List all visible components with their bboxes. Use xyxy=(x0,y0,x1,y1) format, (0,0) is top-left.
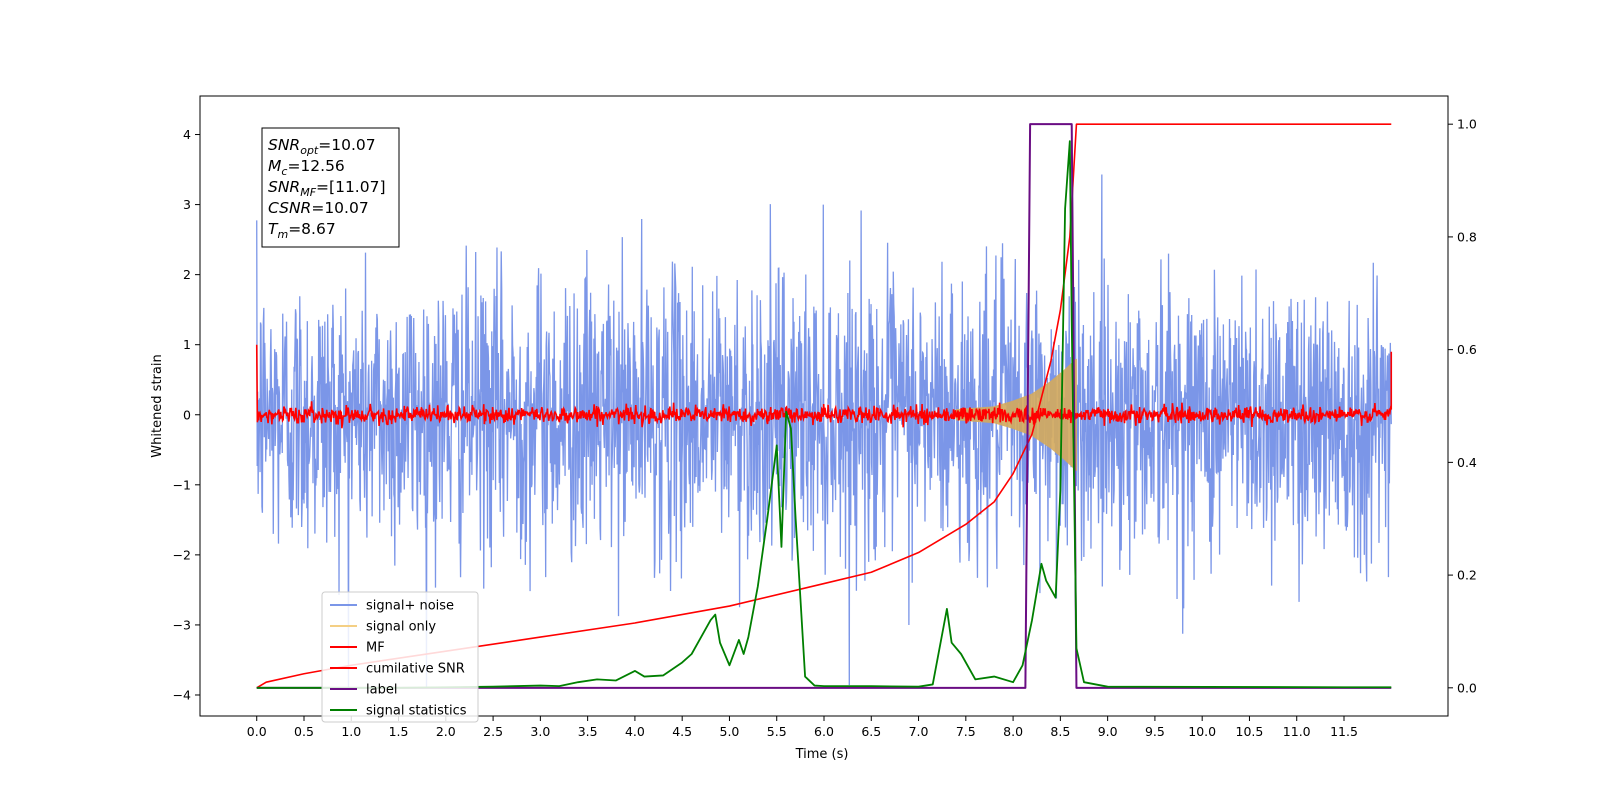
y-axis-label: Whitened strain xyxy=(150,354,165,457)
x-tick-label: 5.0 xyxy=(720,724,740,739)
stats-annotation-line: SNRMF=[11.07] xyxy=(268,178,386,199)
legend-frame xyxy=(321,591,479,723)
stats-annotation-subscript: m xyxy=(277,228,288,241)
stats-annotation-variable: SNR xyxy=(268,178,300,196)
legend-label: signal only xyxy=(366,620,436,635)
stats-annotation-variable: SNR xyxy=(268,136,300,154)
y-axis-left: −4 −3 −2 −1 0 1 2 3 4 xyxy=(173,127,200,702)
y-left-tick-label: 1 xyxy=(183,337,191,352)
x-tick-label: 2.0 xyxy=(436,724,456,739)
stats-annotation-line: CSNR=10.07 xyxy=(268,199,369,217)
y-left-tick-label: 4 xyxy=(183,127,191,142)
x-tick-label: 2.5 xyxy=(483,724,503,739)
x-tick-label: 6.0 xyxy=(814,724,834,739)
legend-label: MF xyxy=(366,641,385,656)
stats-annotation-subscript: c xyxy=(281,165,287,178)
series-signal-statistics xyxy=(256,140,1392,689)
x-tick-label: 9.5 xyxy=(1145,724,1165,739)
x-tick-label: 4.5 xyxy=(672,724,692,739)
x-axis: 0.0 0.5 1.0 1.5 2.0 2.5 3.0 3.5 4.0 4.5 5.0 5.5 6.0 6… xyxy=(247,716,1358,739)
legend-label: signal statistics xyxy=(366,704,467,719)
legend-label: cumilative SNR xyxy=(366,662,465,677)
series-signal-noise xyxy=(256,174,1392,688)
y-right-tick-label: 0.0 xyxy=(1457,680,1477,695)
y-right-tick-label: 1.0 xyxy=(1457,117,1477,132)
x-tick-label: 3.5 xyxy=(578,724,598,739)
x-tick-label: 5.5 xyxy=(767,724,787,739)
x-tick-label: 10.5 xyxy=(1236,724,1264,739)
stats-annotation-value: =10.07 xyxy=(318,136,375,154)
x-tick-label: 7.5 xyxy=(956,724,976,739)
legend: signal+ noise signal only MF cumilative SNR… xyxy=(321,591,479,723)
stats-annotation-line: SNRopt=10.07 xyxy=(268,136,376,157)
x-tick-label: 3.0 xyxy=(530,724,550,739)
stats-annotation-variable: T xyxy=(268,220,279,238)
x-tick-label: 0.5 xyxy=(294,724,314,739)
series-label xyxy=(256,123,1392,689)
legend-label: signal+ noise xyxy=(366,599,454,614)
x-tick-label: 11.0 xyxy=(1283,724,1311,739)
x-tick-label: 8.0 xyxy=(1003,724,1023,739)
x-tick-label: 8.5 xyxy=(1050,724,1070,739)
y-left-tick-label: 2 xyxy=(183,267,191,282)
y-right-tick-label: 0.6 xyxy=(1457,342,1477,357)
y-left-tick-label: 3 xyxy=(183,197,191,212)
x-axis-label: Time (s) xyxy=(795,747,849,762)
stats-annotation-value: =[11.07] xyxy=(316,178,385,196)
x-tick-label: 7.0 xyxy=(909,724,929,739)
x-tick-label: 9.0 xyxy=(1098,724,1118,739)
x-tick-label: 10.0 xyxy=(1188,724,1216,739)
stats-annotation-subscript: opt xyxy=(300,144,319,157)
stats-annotation-value: =10.07 xyxy=(311,199,368,217)
y-left-tick-label: −4 xyxy=(173,687,191,702)
legend-label: label xyxy=(366,683,397,698)
y-right-tick-label: 0.8 xyxy=(1457,229,1477,244)
y-left-tick-label: 0 xyxy=(183,407,191,422)
y-left-tick-label: −1 xyxy=(173,477,191,492)
x-tick-label: 4.0 xyxy=(625,724,645,739)
x-tick-label: 11.5 xyxy=(1330,724,1358,739)
x-tick-label: 1.5 xyxy=(389,724,409,739)
y-right-tick-label: 0.4 xyxy=(1457,455,1477,470)
series-mf xyxy=(255,344,1393,429)
stats-annotation-value: =8.67 xyxy=(288,220,336,238)
x-tick-label: 6.5 xyxy=(861,724,881,739)
y-left-tick-label: −3 xyxy=(173,617,191,632)
stats-annotation-line: Mc=12.56 xyxy=(268,157,345,178)
stats-annotation-variable: M xyxy=(268,157,281,175)
stats-annotation-frame xyxy=(261,127,400,248)
y-right-tick-label: 0.2 xyxy=(1457,568,1477,583)
stats-annotation-box: SNRopt=10.07Mc=12.56SNRMF=[11.07]CSNR=10… xyxy=(261,127,400,248)
y-axis-right: 0.0 0.2 0.4 0.6 0.8 1.0 xyxy=(1448,117,1477,695)
x-tick-label: 1.0 xyxy=(341,724,361,739)
stats-annotation-variable: CSNR xyxy=(268,199,311,217)
stats-annotation-value: =12.56 xyxy=(287,157,344,175)
y-left-tick-label: −2 xyxy=(173,547,191,562)
stats-annotation-line: Tm=8.67 xyxy=(268,220,336,241)
stats-annotation-subscript: MF xyxy=(300,186,316,199)
x-tick-label: 0.0 xyxy=(247,724,267,739)
